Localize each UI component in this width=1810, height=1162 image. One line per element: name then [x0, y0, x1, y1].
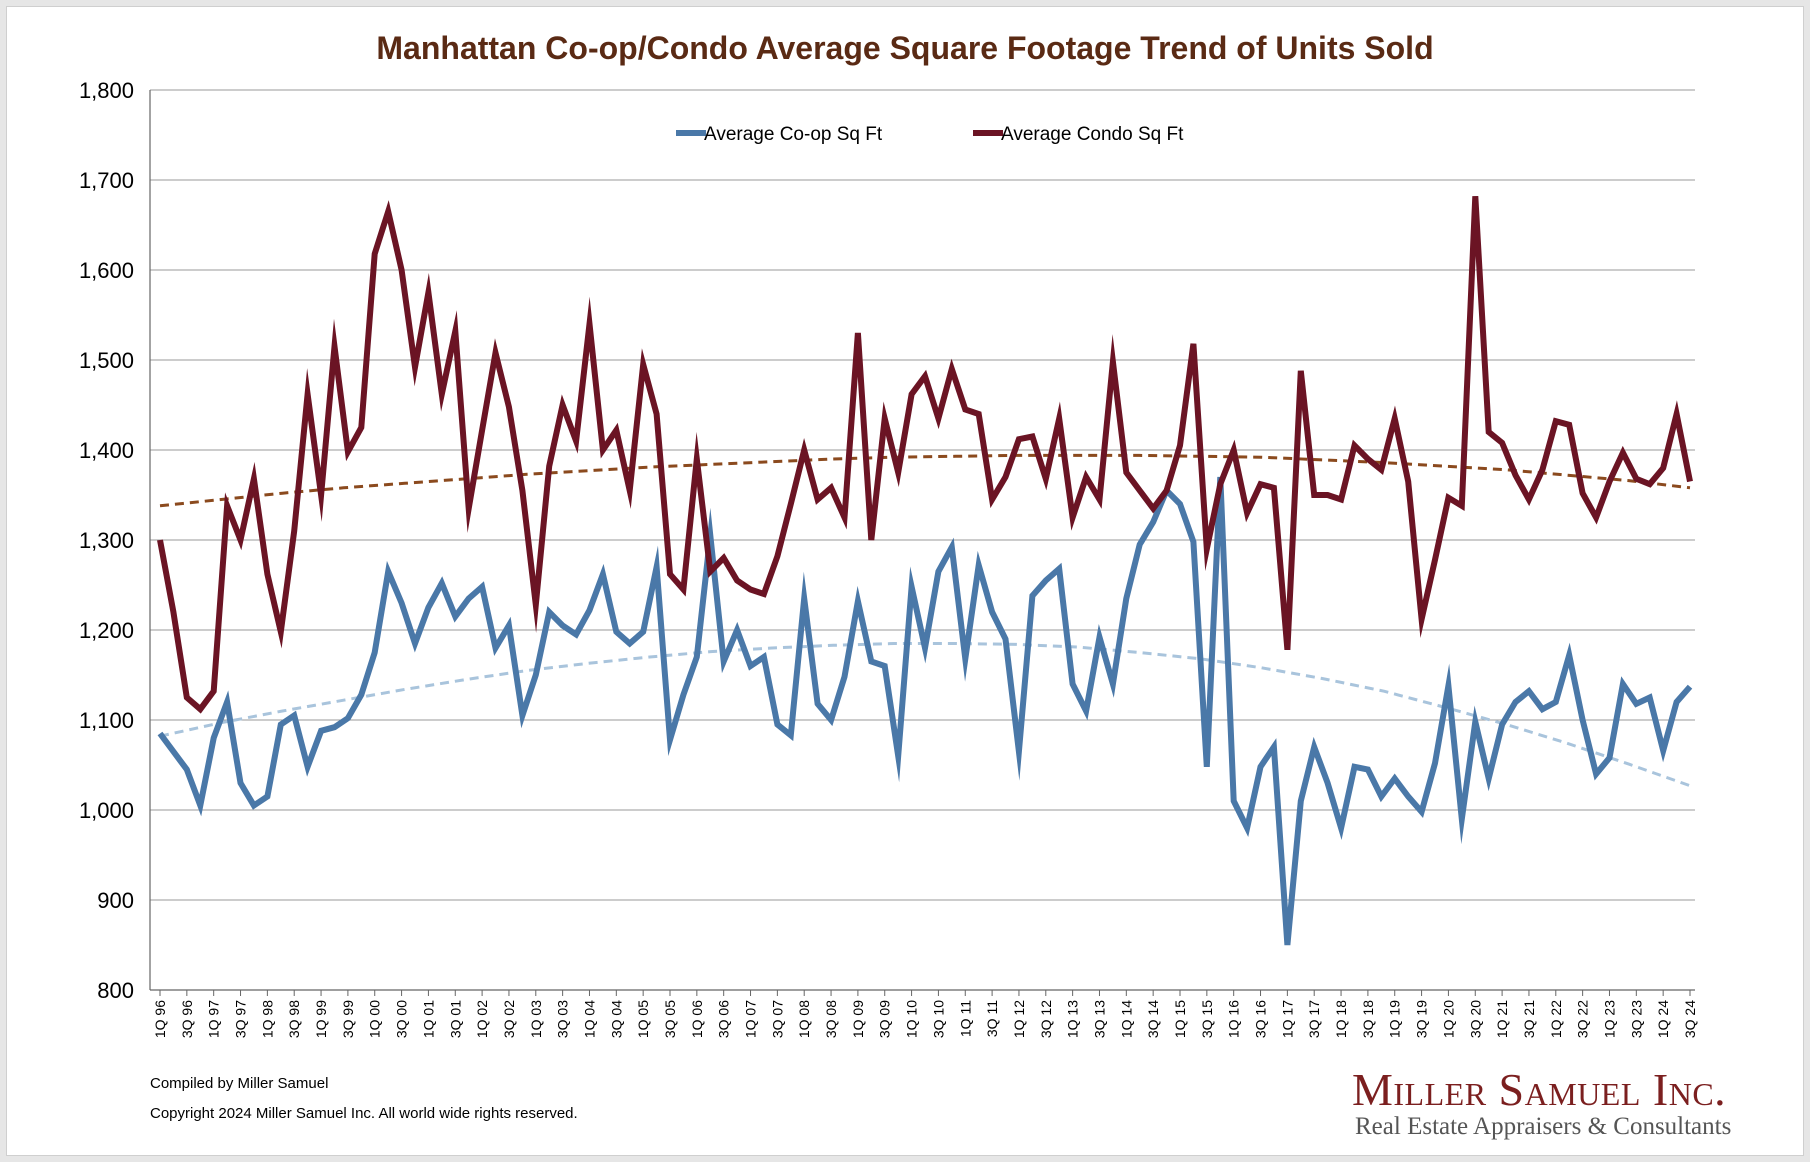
x-tick-label: 3Q 11	[984, 1000, 1000, 1037]
legend-label: Average Co-op Sq Ft	[704, 124, 883, 145]
x-tick-label: 1Q 02	[474, 1000, 490, 1038]
y-axis: 800 900 1,000 1,100 1,200 1,300 1,400 1,500 1,60…	[79, 78, 151, 1003]
y-tick-label: 1,400	[79, 438, 134, 463]
data-series	[157, 196, 1693, 946]
x-tick-label: 3Q 13	[1091, 1000, 1107, 1038]
x-tick-label: 3Q 20	[1467, 1000, 1483, 1038]
x-tick-label: 1Q 06	[689, 1000, 705, 1038]
x-tick-label: 3Q 21	[1521, 1000, 1537, 1038]
company-logo-name: Miller Samuel Inc.	[1352, 1064, 1727, 1115]
x-tick-label: 1Q 00	[367, 1000, 383, 1038]
y-tick-label: 800	[97, 978, 134, 1003]
x-tick-label: 3Q 00	[394, 1000, 410, 1038]
x-tick-label: 1Q 23	[1601, 1000, 1617, 1038]
x-tick-label: 3Q 15	[1199, 1000, 1215, 1038]
x-tick-label: 3Q 98	[286, 1000, 302, 1038]
x-tick-label: 3Q 05	[662, 1000, 678, 1038]
x-tick-label: 3Q 14	[1145, 1000, 1161, 1038]
x-tick-label: 1Q 07	[743, 1000, 759, 1038]
x-tick-label: 3Q 16	[1253, 1000, 1269, 1038]
x-tick-label: 1Q 99	[313, 1000, 329, 1038]
x-tick-label: 3Q 97	[233, 1000, 249, 1038]
x-tick-label: 1Q 05	[635, 1000, 651, 1038]
x-tick-label: 1Q 09	[850, 1000, 866, 1038]
x-tick-label: 1Q 20	[1440, 1000, 1456, 1038]
x-tick-label: 3Q 10	[930, 1000, 946, 1038]
y-tick-label: 1,700	[79, 168, 134, 193]
x-tick-label: 1Q 21	[1494, 1000, 1510, 1038]
gridlines	[150, 89, 1695, 991]
trend-line-coop	[159, 642, 1691, 788]
x-tick-label: 1Q 96	[152, 1000, 168, 1038]
x-tick-label: 1Q 19	[1387, 1000, 1403, 1038]
y-tick-label: 1,300	[79, 528, 134, 553]
x-tick-label: 3Q 06	[716, 1000, 732, 1038]
legend: Average Co-op Sq Ft Average Condo Sq Ft	[676, 124, 1184, 145]
x-tick-label: 3Q 07	[769, 1000, 785, 1038]
x-tick-label: 1Q 18	[1333, 1000, 1349, 1038]
x-tick-label: 1Q 04	[581, 1000, 597, 1038]
y-tick-label: 1,200	[79, 618, 134, 643]
y-tick-label: 900	[97, 888, 134, 913]
x-tick-label: 1Q 08	[796, 1000, 812, 1038]
x-tick-label: 1Q 17	[1279, 1000, 1295, 1038]
x-tick-label: 3Q 02	[501, 1000, 517, 1038]
x-tick-label: 3Q 24	[1682, 1000, 1698, 1038]
x-tick-label: 1Q 12	[1011, 1000, 1027, 1038]
company-logo-tagline: Real Estate Appraisers & Consultants	[1355, 1113, 1732, 1140]
x-tick-label: 3Q 19	[1414, 1000, 1430, 1038]
x-tick-label: 1Q 14	[1118, 1000, 1134, 1038]
y-tick-label: 1,600	[79, 258, 134, 283]
x-tick-label: 1Q 22	[1548, 1000, 1564, 1038]
x-tick-label: 1Q 98	[259, 1000, 275, 1038]
x-tick-label: 3Q 03	[555, 1000, 571, 1038]
compiled-by-note: Compiled by Miller Samuel	[150, 1075, 329, 1092]
x-tick-label: 1Q 11	[957, 1000, 973, 1037]
legend-label: Average Condo Sq Ft	[1001, 124, 1184, 145]
copyright-note: Copyright 2024 Miller Samuel Inc. All wo…	[150, 1105, 578, 1122]
x-axis: 1Q 96 3Q 96 1Q 97 3Q 97 1Q 98 3Q 98 1Q 99 3Q 99…	[150, 989, 1698, 1038]
chart-frame	[6, 6, 1804, 1156]
x-tick-label: 1Q 13	[1065, 1000, 1081, 1038]
y-tick-label: 1,000	[79, 798, 134, 823]
x-tick-label: 3Q 01	[447, 1000, 463, 1038]
x-tick-label: 3Q 18	[1360, 1000, 1376, 1038]
x-tick-label: 1Q 24	[1655, 1000, 1671, 1038]
x-tick-label: 1Q 16	[1226, 1000, 1242, 1038]
x-tick-label: 1Q 03	[528, 1000, 544, 1038]
x-tick-label: 1Q 15	[1172, 1000, 1188, 1038]
x-tick-label: 3Q 12	[1038, 1000, 1054, 1038]
x-tick-label: 3Q 08	[823, 1000, 839, 1038]
series-line-condo	[157, 196, 1693, 714]
x-tick-label: 3Q 23	[1628, 1000, 1644, 1038]
x-tick-label: 1Q 10	[904, 1000, 920, 1038]
y-tick-label: 1,500	[79, 348, 134, 373]
x-tick-label: 3Q 22	[1575, 1000, 1591, 1038]
x-tick-label: 3Q 17	[1306, 1000, 1322, 1038]
chart-title: Manhattan Co-op/Condo Average Square Foo…	[376, 30, 1434, 66]
x-tick-label: 3Q 09	[877, 1000, 893, 1038]
x-tick-label: 3Q 96	[179, 1000, 195, 1038]
trend-line-condo	[159, 453, 1691, 508]
y-tick-label: 1,800	[79, 78, 134, 103]
x-tick-label: 1Q 97	[206, 1000, 222, 1038]
x-tick-label: 1Q 01	[420, 1000, 436, 1038]
x-tick-label: 3Q 04	[608, 1000, 624, 1038]
y-tick-label: 1,100	[79, 708, 134, 733]
x-tick-label: 3Q 99	[340, 1000, 356, 1038]
series-line-coop	[157, 476, 1693, 946]
